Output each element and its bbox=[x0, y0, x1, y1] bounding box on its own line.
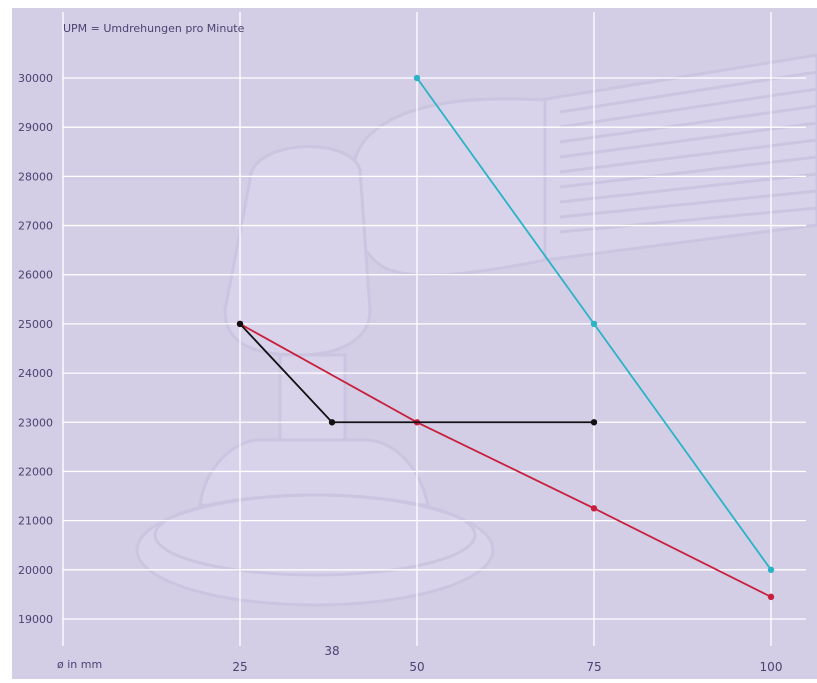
y-tick-label: 22000 bbox=[18, 465, 53, 478]
data-point bbox=[236, 320, 244, 328]
data-point bbox=[328, 419, 336, 426]
x-tick-label: 38 bbox=[324, 644, 339, 658]
y-tick-label: 28000 bbox=[18, 170, 53, 183]
polisher-illustration bbox=[135, 53, 817, 607]
data-point bbox=[767, 566, 775, 574]
y-tick-label: 23000 bbox=[18, 416, 53, 429]
data-point bbox=[590, 505, 598, 512]
y-tick-label: 21000 bbox=[18, 515, 53, 528]
x-axis-label: ø in mm bbox=[57, 658, 102, 671]
data-point bbox=[767, 593, 775, 601]
grid bbox=[62, 12, 806, 646]
data-point bbox=[413, 74, 421, 82]
y-tick-label: 25000 bbox=[18, 318, 53, 331]
y-tick-label: 24000 bbox=[18, 367, 53, 380]
y-tick-label: 27000 bbox=[18, 220, 53, 233]
x-tick-label: 100 bbox=[760, 660, 783, 674]
y-tick-labels: 19000 20000 21000 22000 23000 24000 25000 26000… bbox=[18, 72, 53, 626]
data-point bbox=[590, 419, 598, 426]
series-group bbox=[236, 74, 775, 601]
y-tick-label: 30000 bbox=[18, 72, 53, 85]
x-tick-label: 25 bbox=[232, 660, 247, 674]
data-point bbox=[590, 320, 598, 328]
chart-title: UPM = Umdrehungen pro Minute bbox=[63, 22, 245, 35]
series-line bbox=[239, 323, 772, 598]
y-tick-label: 20000 bbox=[18, 564, 53, 577]
x-tick-label: 75 bbox=[586, 660, 601, 674]
y-tick-label: 26000 bbox=[18, 269, 53, 282]
y-tick-label: 29000 bbox=[18, 121, 53, 134]
x-tick-labels: 25 38 50 75 100 bbox=[232, 644, 782, 674]
x-tick-label: 50 bbox=[409, 660, 424, 674]
y-tick-label: 19000 bbox=[18, 613, 53, 626]
